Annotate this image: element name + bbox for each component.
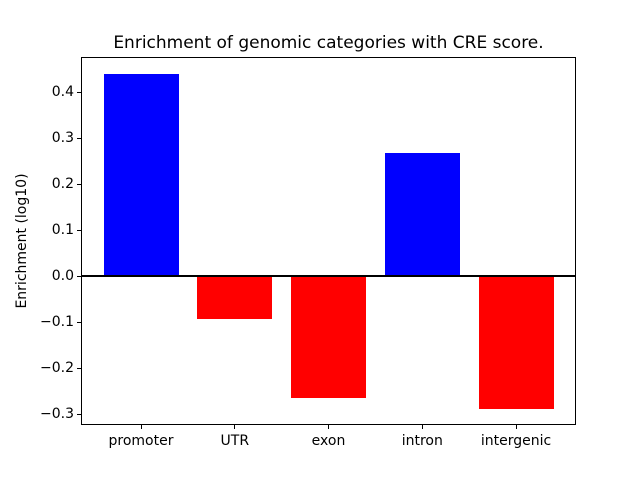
y-tick-label: 0.0 (51, 268, 74, 284)
x-tick-label-intergenic: intergenic (480, 433, 552, 449)
y-axis-label: Enrichment (log10) (14, 173, 30, 309)
x-tick-label-intron: intron (401, 433, 443, 449)
x-tick-mark (328, 425, 329, 429)
y-tick-label: −0.1 (40, 314, 74, 330)
y-tick-mark (77, 413, 81, 415)
y-tick-mark (77, 229, 81, 231)
x-tick-mark (515, 425, 517, 429)
y-tick-label: −0.3 (40, 406, 74, 422)
x-tick-mark (421, 425, 423, 429)
x-tick-label-exon: exon (311, 433, 346, 449)
y-tick-label: 0.2 (51, 176, 74, 192)
x-tick-mark (234, 425, 236, 429)
y-tick-mark (77, 321, 81, 323)
y-tick-label: 0.4 (51, 84, 74, 100)
bar-intron (384, 153, 460, 276)
zero-line (81, 275, 576, 277)
y-tick-label: −0.2 (40, 360, 74, 376)
bar-promoter (103, 73, 179, 276)
y-tick-mark (77, 183, 81, 185)
chart-title: Enrichment of genomic categories with CR… (113, 33, 544, 53)
y-tick-mark (77, 275, 81, 277)
bar-exon (291, 276, 366, 399)
y-tick-mark (77, 91, 81, 93)
y-tick-mark (77, 367, 81, 369)
bar-intergenic (478, 276, 554, 409)
y-tick-label: 0.3 (51, 130, 74, 146)
y-tick-mark (77, 137, 81, 139)
x-tick-label-promoter: promoter (108, 433, 174, 449)
x-tick-mark (140, 425, 142, 429)
x-tick-label-UTR: UTR (220, 433, 250, 449)
y-tick-label: 0.1 (51, 222, 74, 238)
bar-UTR (197, 276, 273, 319)
